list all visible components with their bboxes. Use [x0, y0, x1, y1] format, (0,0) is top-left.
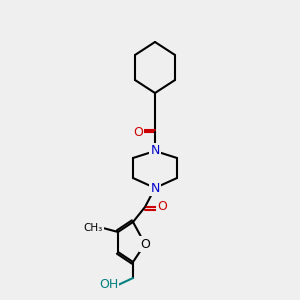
Text: N: N: [150, 182, 160, 194]
Text: O: O: [157, 200, 167, 214]
Text: N: N: [150, 145, 160, 158]
Text: O: O: [133, 125, 143, 139]
Text: O: O: [140, 238, 150, 250]
Text: OH: OH: [99, 278, 118, 292]
Text: CH₃: CH₃: [84, 223, 103, 233]
